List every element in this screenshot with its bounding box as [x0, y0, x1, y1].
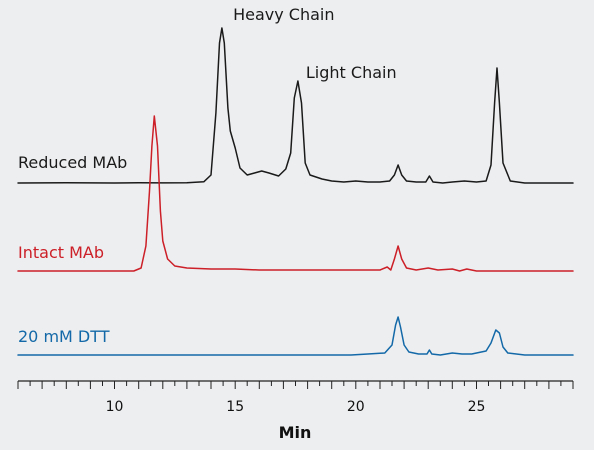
series-line-1 — [17, 115, 574, 272]
x-tick-label-15: 15 — [226, 399, 244, 415]
series-label-0: Reduced MAb — [18, 153, 127, 172]
peak-annotation-1: Light Chain — [306, 63, 397, 82]
x-axis-title: Min — [279, 423, 312, 442]
x-tick-label-10: 10 — [106, 399, 124, 415]
series-label-2: 20 mM DTT — [18, 327, 110, 346]
series-line-0 — [17, 27, 574, 184]
series-line-2 — [17, 316, 574, 356]
traces-group: Reduced MAb Intact MAb 20 mM DTT Heavy Chai… — [17, 5, 574, 356]
x-axis: 10 15 20 25 — [17, 380, 574, 415]
x-tick-label-25: 25 — [468, 399, 486, 415]
series-label-1: Intact MAb — [18, 243, 104, 262]
x-tick-label-20: 20 — [347, 399, 365, 415]
peak-annotation-0: Heavy Chain — [233, 5, 334, 24]
